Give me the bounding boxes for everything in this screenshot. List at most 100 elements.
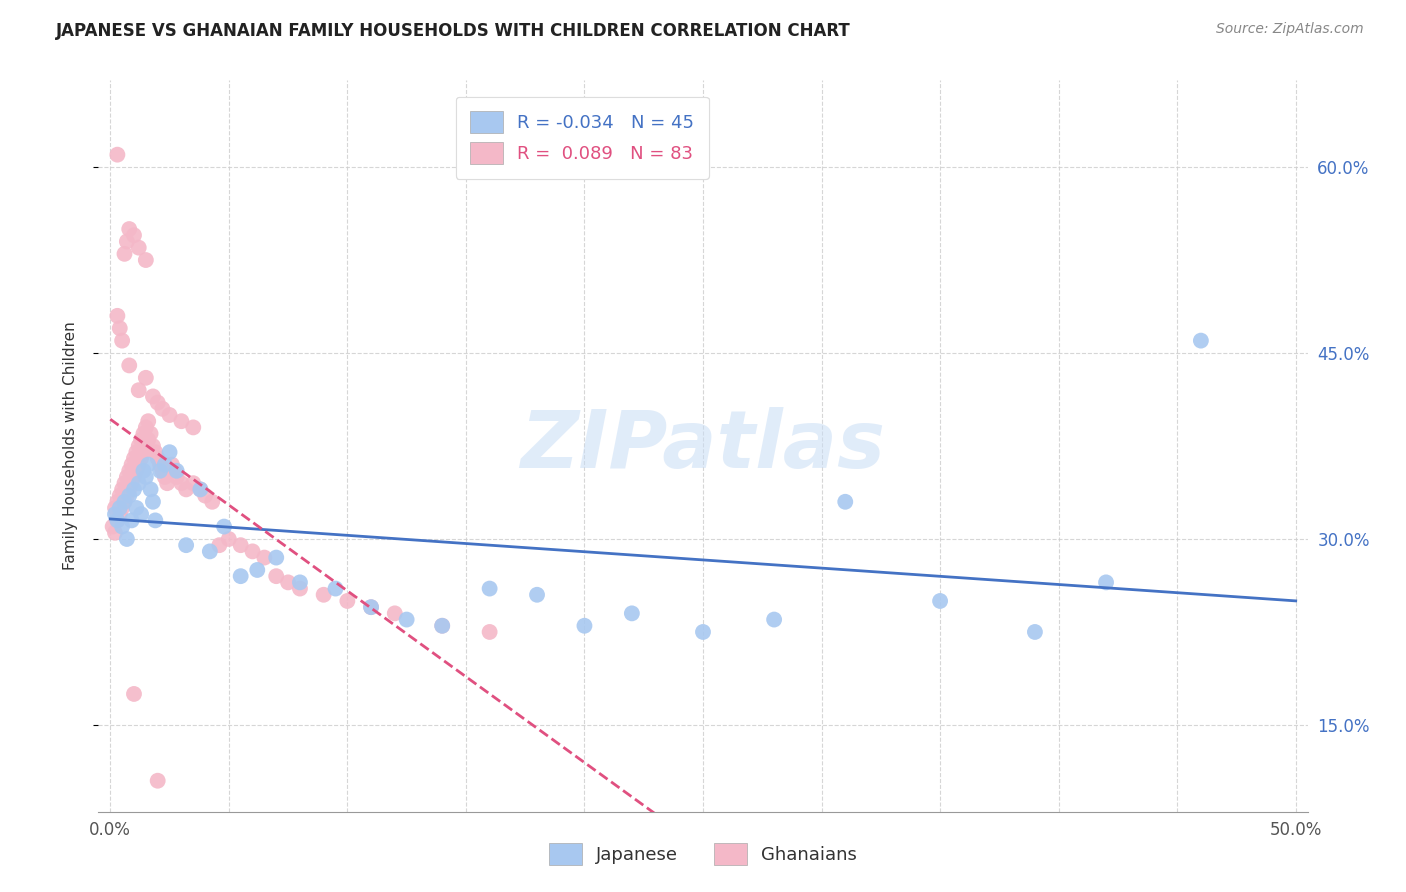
Point bbox=[114, 476, 136, 491]
Point bbox=[128, 241, 150, 255]
Point bbox=[620, 607, 643, 621]
Point bbox=[201, 495, 224, 509]
Point bbox=[139, 426, 162, 441]
Point bbox=[159, 464, 181, 478]
Point bbox=[190, 483, 212, 497]
Point bbox=[111, 519, 134, 533]
Point bbox=[121, 513, 143, 527]
Point bbox=[149, 464, 172, 478]
Point bbox=[118, 222, 141, 236]
Point bbox=[125, 445, 148, 459]
Point bbox=[136, 414, 159, 428]
Point bbox=[288, 575, 311, 590]
Point bbox=[181, 420, 204, 434]
Point bbox=[143, 445, 166, 459]
Point bbox=[325, 582, 347, 596]
Point bbox=[111, 483, 134, 497]
Point bbox=[288, 582, 311, 596]
Point bbox=[146, 451, 169, 466]
Point bbox=[174, 538, 197, 552]
Point bbox=[312, 588, 335, 602]
Text: JAPANESE VS GHANAIAN FAMILY HOUSEHOLDS WITH CHILDREN CORRELATION CHART: JAPANESE VS GHANAIAN FAMILY HOUSEHOLDS W… bbox=[56, 22, 851, 40]
Legend: R = -0.034   N = 45, R =  0.089   N = 83: R = -0.034 N = 45, R = 0.089 N = 83 bbox=[456, 96, 709, 178]
Point bbox=[105, 513, 128, 527]
Point bbox=[135, 470, 157, 484]
Point bbox=[360, 600, 382, 615]
Point bbox=[111, 334, 134, 348]
Point bbox=[118, 483, 141, 497]
Point bbox=[181, 476, 204, 491]
Point bbox=[105, 513, 128, 527]
Point bbox=[478, 624, 501, 639]
Point bbox=[146, 773, 169, 788]
Point bbox=[142, 495, 165, 509]
Text: Source: ZipAtlas.com: Source: ZipAtlas.com bbox=[1216, 22, 1364, 37]
Point bbox=[432, 619, 454, 633]
Point bbox=[574, 619, 596, 633]
Point bbox=[135, 371, 157, 385]
Point bbox=[108, 489, 131, 503]
Point bbox=[166, 470, 188, 484]
Point bbox=[118, 464, 141, 478]
Point bbox=[129, 507, 152, 521]
Point bbox=[692, 624, 714, 639]
Point bbox=[218, 532, 240, 546]
Point bbox=[264, 550, 287, 565]
Point bbox=[159, 408, 181, 422]
Point bbox=[105, 495, 128, 509]
Point bbox=[384, 607, 406, 621]
Point bbox=[114, 247, 136, 261]
Point bbox=[136, 433, 159, 447]
Point bbox=[125, 464, 148, 478]
Point bbox=[163, 464, 186, 478]
Point bbox=[395, 613, 418, 627]
Point bbox=[114, 495, 136, 509]
Point bbox=[136, 458, 159, 472]
Point bbox=[125, 500, 148, 515]
Point bbox=[139, 483, 162, 497]
Y-axis label: Family Households with Children: Family Households with Children bbox=[63, 322, 77, 570]
Point bbox=[152, 401, 174, 416]
Point bbox=[135, 253, 157, 268]
Point bbox=[115, 235, 138, 249]
Point bbox=[129, 451, 152, 466]
Point bbox=[114, 495, 136, 509]
Point bbox=[277, 575, 299, 590]
Point bbox=[101, 519, 124, 533]
Point bbox=[159, 445, 181, 459]
Point bbox=[115, 532, 138, 546]
Point bbox=[108, 500, 131, 515]
Point bbox=[208, 538, 231, 552]
Point bbox=[121, 458, 143, 472]
Point bbox=[132, 426, 155, 441]
Point bbox=[229, 538, 252, 552]
Point bbox=[160, 458, 183, 472]
Point bbox=[104, 500, 127, 515]
Point bbox=[190, 483, 212, 497]
Point bbox=[1189, 334, 1212, 348]
Point bbox=[153, 458, 176, 472]
Point bbox=[834, 495, 856, 509]
Point bbox=[229, 569, 252, 583]
Point bbox=[128, 476, 150, 491]
Point bbox=[104, 507, 127, 521]
Point bbox=[153, 470, 176, 484]
Point bbox=[135, 420, 157, 434]
Point bbox=[132, 445, 155, 459]
Point bbox=[156, 476, 179, 491]
Point bbox=[115, 489, 138, 503]
Point bbox=[143, 513, 166, 527]
Point bbox=[246, 563, 269, 577]
Point bbox=[242, 544, 264, 558]
Text: ZIPatlas: ZIPatlas bbox=[520, 407, 886, 485]
Point bbox=[118, 489, 141, 503]
Point bbox=[108, 507, 131, 521]
Point bbox=[212, 519, 235, 533]
Point bbox=[336, 594, 359, 608]
Point bbox=[142, 389, 165, 403]
Point bbox=[360, 600, 382, 615]
Point bbox=[122, 687, 145, 701]
Point bbox=[129, 433, 152, 447]
Point bbox=[194, 489, 217, 503]
Point bbox=[478, 582, 501, 596]
